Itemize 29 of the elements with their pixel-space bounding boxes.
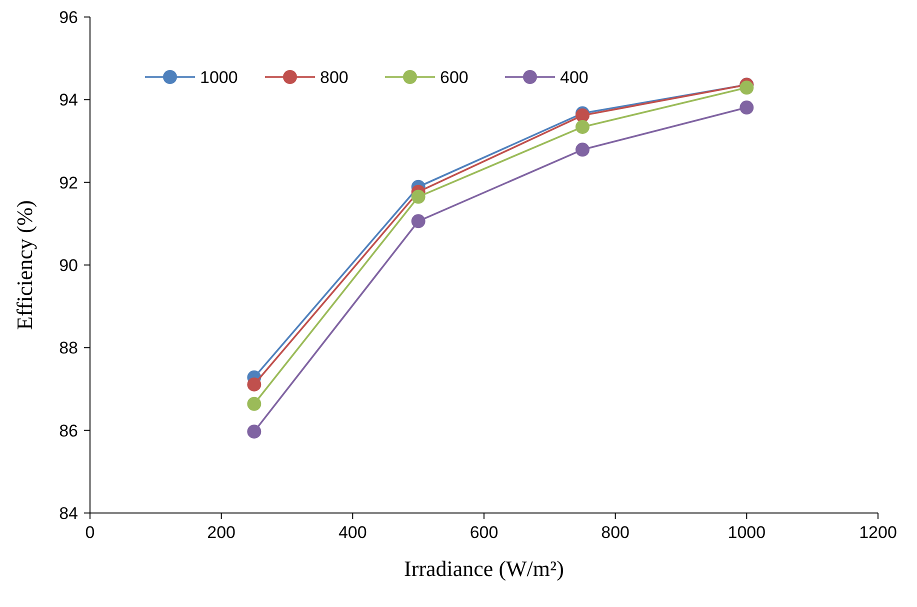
y-tick-label: 96 — [59, 8, 78, 27]
point — [247, 424, 262, 439]
point — [740, 80, 754, 95]
y-tick-label: 88 — [59, 338, 78, 358]
x-tick-label: 400 — [338, 523, 367, 542]
x-axis-title: Irradiance (W/m²) — [404, 556, 564, 581]
x-tick-label: 0 — [85, 523, 95, 542]
x-tick-label: 1200 — [859, 523, 897, 542]
point — [576, 120, 590, 134]
y-tick-label: 92 — [59, 173, 78, 192]
point — [247, 396, 262, 411]
legend-label: 400 — [560, 68, 588, 87]
x-tick-label: 200 — [207, 523, 236, 542]
x-tick-label: 1000 — [728, 523, 766, 542]
y-axis-title: Efficiency (%) — [12, 200, 37, 330]
legend-label: 800 — [320, 68, 348, 87]
point — [740, 100, 754, 115]
point — [576, 142, 590, 157]
x-tick-label: 800 — [601, 523, 630, 542]
legend-label: 600 — [440, 68, 468, 87]
point — [411, 214, 426, 228]
y-tick-label: 94 — [59, 90, 78, 110]
legend-label: 1000 — [200, 68, 238, 87]
y-tick-label: 86 — [59, 421, 78, 440]
x-tick-label: 600 — [470, 523, 498, 542]
point — [411, 190, 426, 204]
y-tick-label: 84 — [59, 504, 78, 523]
y-tick-label: 90 — [59, 256, 78, 275]
point — [247, 377, 262, 392]
